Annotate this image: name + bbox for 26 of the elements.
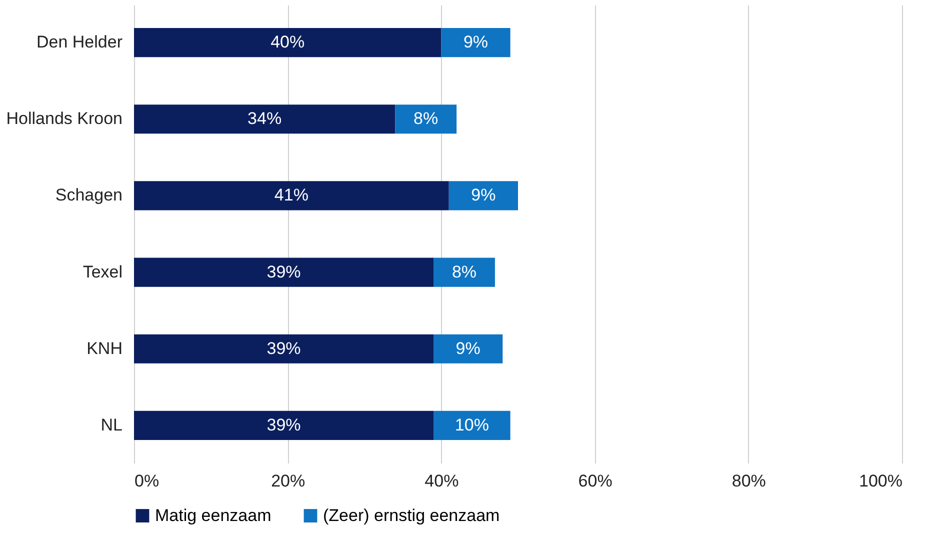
data-label: 41% (274, 186, 308, 205)
y-tick-label: KNH (86, 338, 122, 358)
data-label: 39% (266, 338, 301, 358)
legend-label: Matig eenzaam (155, 506, 272, 525)
x-tick-label: 100% (859, 472, 902, 490)
data-label: 8% (452, 262, 477, 282)
data-label: 9% (456, 338, 480, 358)
data-label: 39% (266, 415, 301, 434)
data-label: 10% (454, 415, 489, 434)
data-label: 9% (471, 186, 496, 205)
y-tick-label: NL (100, 415, 122, 434)
x-tick-label: 40% (424, 472, 459, 490)
data-label: 34% (248, 109, 282, 128)
y-tick-label: Texel (82, 262, 122, 282)
y-tick-label: Hollands Kroon (6, 109, 122, 128)
data-label: 39% (266, 262, 301, 282)
y-tick-label: Schagen (55, 186, 122, 205)
data-label: 8% (414, 109, 438, 128)
legend-label: (Zeer) ernstig eenzaam (323, 506, 500, 525)
x-tick-label: 0% (134, 472, 160, 490)
x-tick-label: 60% (578, 472, 612, 490)
x-tick-label: 80% (732, 472, 766, 490)
data-label: 40% (270, 32, 305, 52)
x-tick-label: 20% (271, 472, 306, 490)
data-label: 9% (463, 32, 488, 52)
y-tick-label: Den Helder (36, 32, 123, 52)
